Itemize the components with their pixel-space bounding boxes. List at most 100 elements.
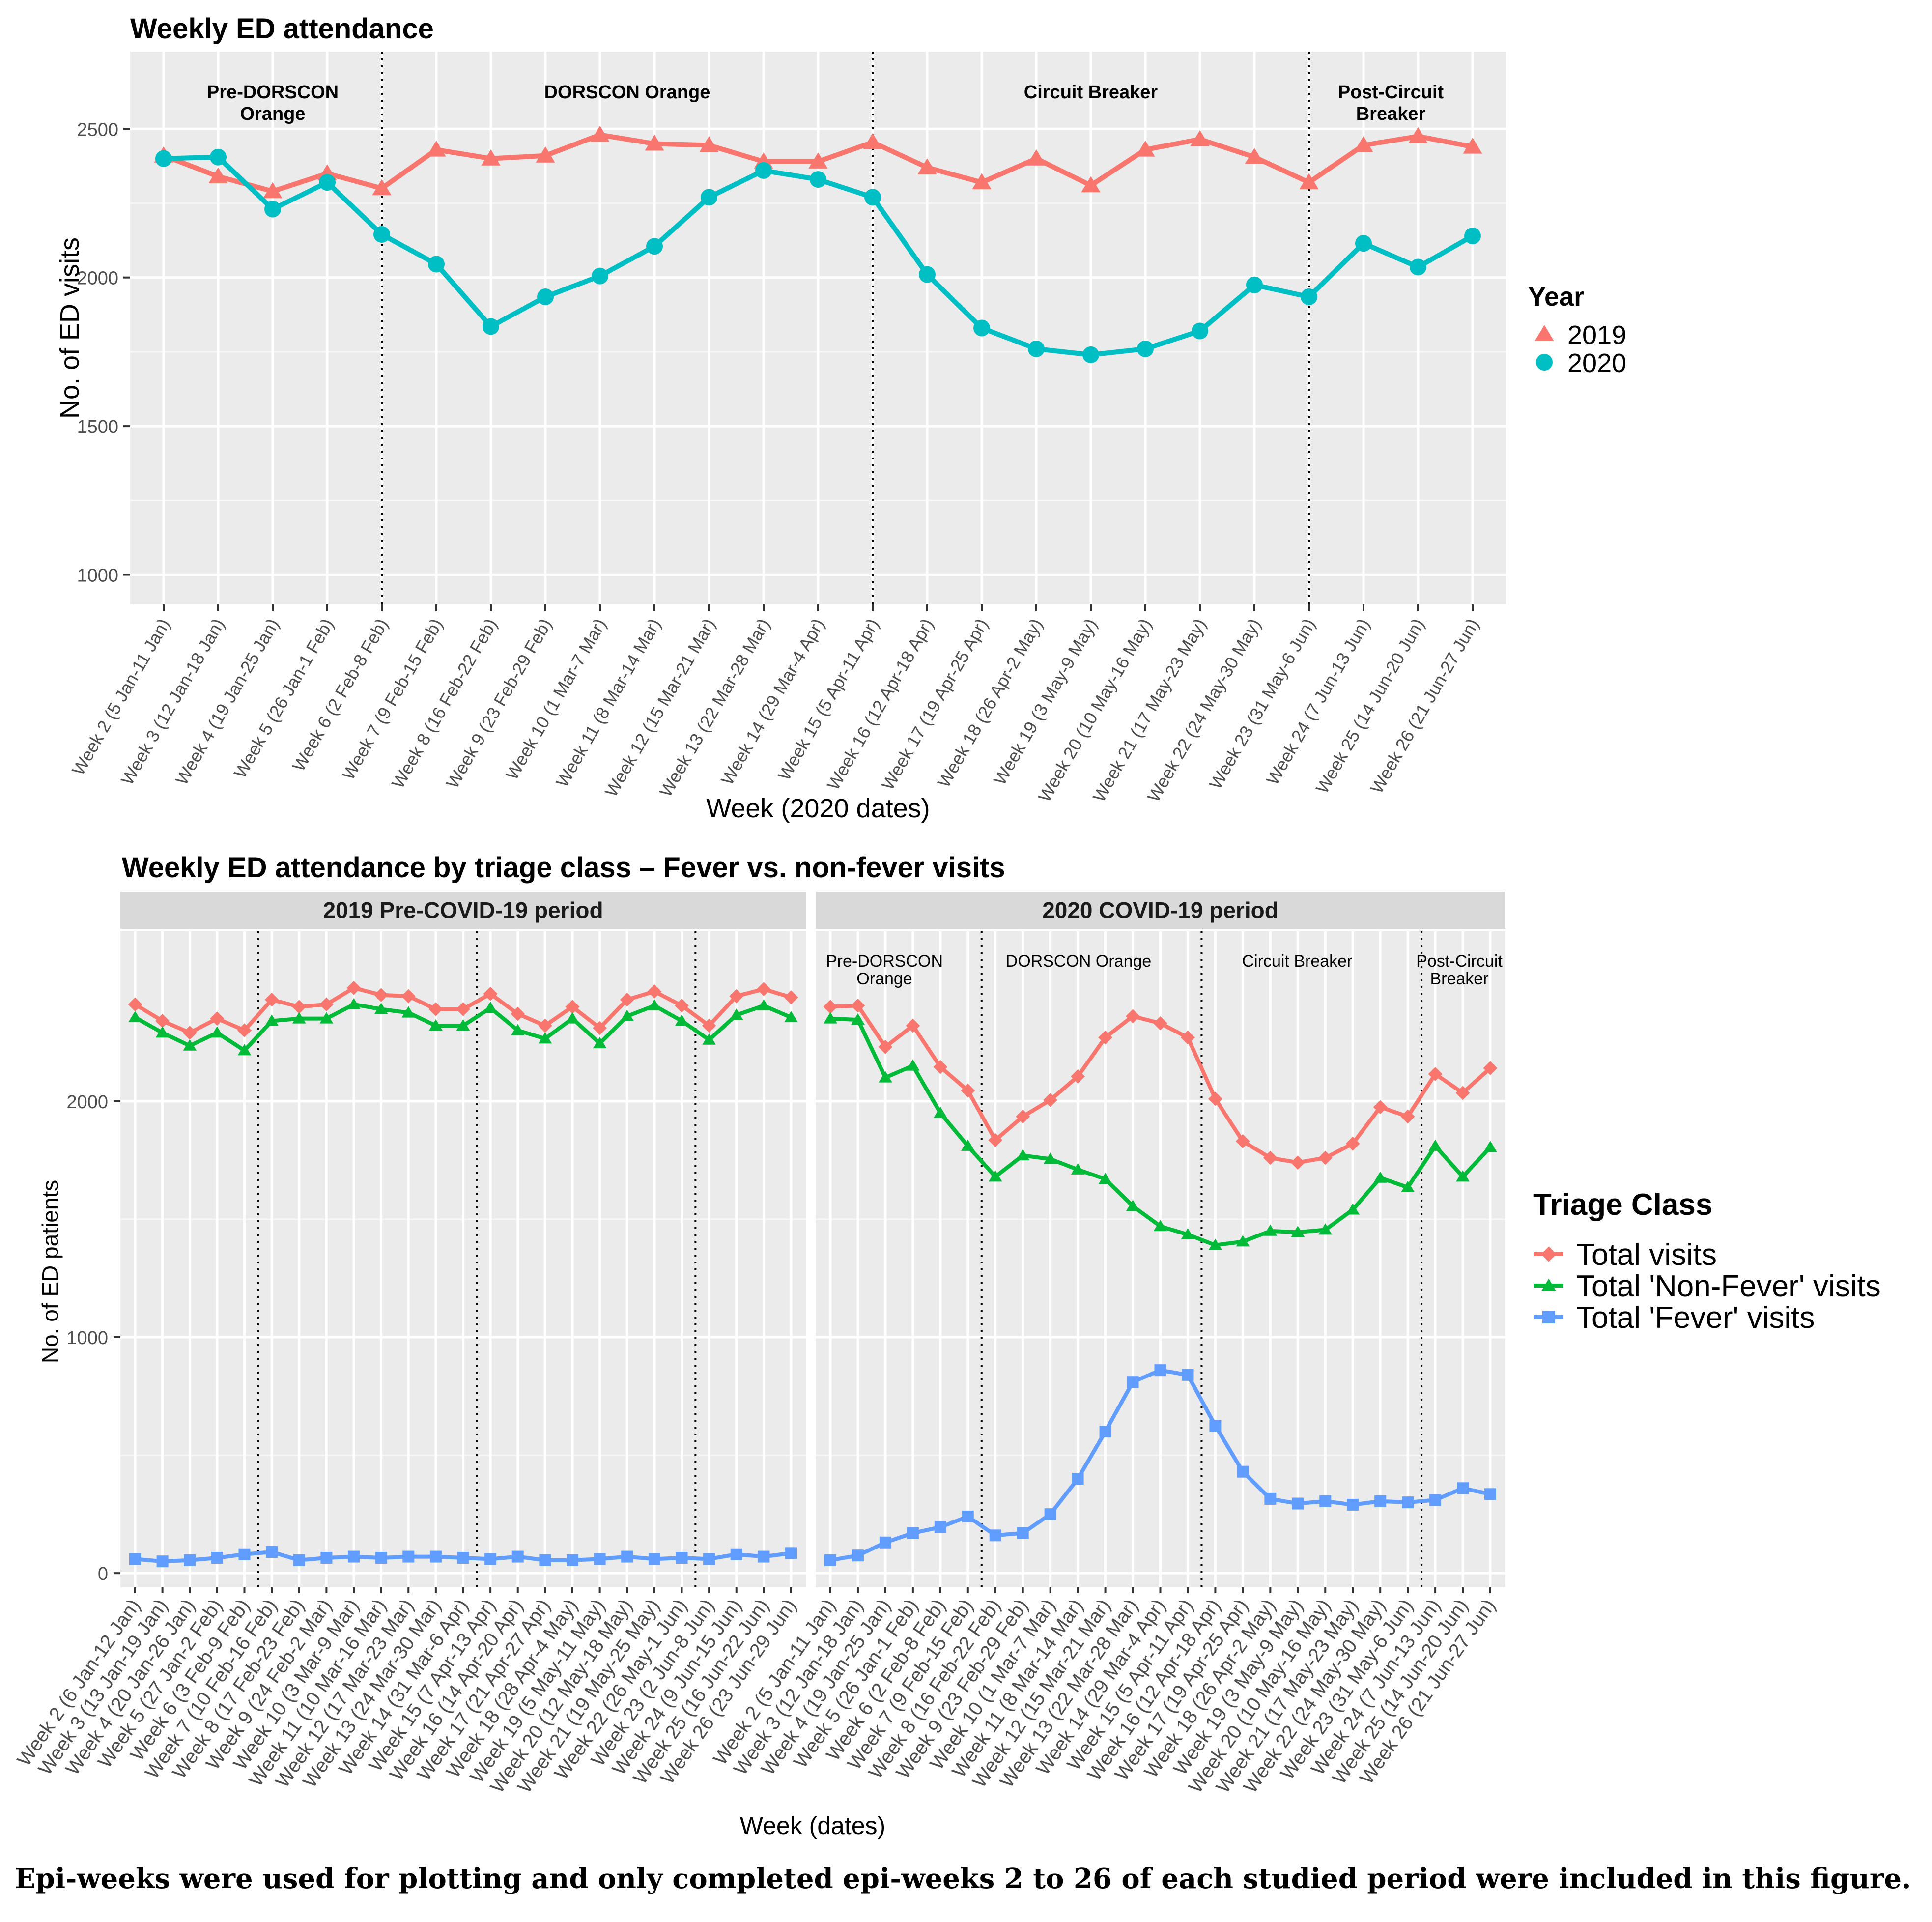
facet-strip-label: 2020 COVID-19 period (1042, 897, 1279, 923)
data-point-Total 'Non-Fever' visits (210, 1026, 224, 1038)
data-point-Total 'Fever' visits (962, 1510, 974, 1522)
chart2-title: Weekly ED attendance by triage class – F… (122, 852, 1005, 884)
data-point-Total 'Non-Fever' visits (1153, 1220, 1167, 1232)
period-label: Circuit Breaker (1242, 952, 1353, 971)
data-point-Total visits (456, 1002, 470, 1016)
data-point-Total visits (1263, 1150, 1278, 1165)
x-tick-label: Week 23 (31 May-6 Jun) (1205, 615, 1319, 793)
data-point-Total 'Non-Fever' visits (1126, 1200, 1140, 1211)
data-point-Total visits (906, 1018, 920, 1033)
data-point-Total 'Fever' visits (758, 1550, 770, 1563)
data-point-2020 (1137, 340, 1154, 357)
data-point-Total 'Non-Fever' visits (483, 1001, 497, 1013)
period-label: Breaker (1356, 104, 1426, 124)
data-point-Total 'Non-Fever' visits (784, 1011, 798, 1023)
data-point-2020 (319, 174, 336, 191)
legend-label: 2019 (1567, 320, 1626, 350)
data-point-2019 (536, 146, 555, 163)
data-point-Total 'Non-Fever' visits (1071, 1163, 1085, 1175)
data-point-Total 'Fever' visits (1017, 1527, 1029, 1539)
y-tick-label: 2500 (77, 119, 118, 140)
data-point-2019 (263, 182, 283, 199)
data-point-2020 (1192, 322, 1208, 340)
data-point-Total visits (620, 992, 634, 1007)
x-tick-label: Week 14 (29 Mar-4 Apr) (717, 615, 828, 789)
x-tick-label: Week 10 (1 Mar-7 Mar) (502, 615, 610, 783)
data-point-Total visits (1483, 1061, 1498, 1075)
data-point-Total 'Fever' visits (1402, 1496, 1414, 1509)
data-point-Total 'Fever' visits (320, 1551, 333, 1564)
period-label: DORSCON Orange (1006, 952, 1152, 971)
x-tick-label: Week 18 (26 Apr-2 May) (934, 615, 1047, 791)
data-point-Total 'Non-Fever' visits (511, 1024, 525, 1035)
data-point-Total 'Non-Fever' visits (265, 1014, 279, 1026)
data-point-Total 'Fever' visits (1319, 1495, 1332, 1507)
data-point-Total 'Non-Fever' visits (1098, 1173, 1112, 1184)
x-tick-label: Week 8 (16 Feb-22 Feb) (388, 615, 501, 792)
data-point-Total 'Fever' visits (156, 1555, 169, 1568)
legend-marker-Total visits (1541, 1246, 1557, 1262)
data-point-Total 'Fever' visits (676, 1551, 688, 1564)
data-point-Total 'Non-Fever' visits (292, 1012, 306, 1024)
data-point-Total 'Fever' visits (457, 1551, 469, 1564)
data-point-Total 'Fever' visits (934, 1521, 946, 1533)
data-point-Total 'Non-Fever' visits (183, 1039, 197, 1051)
y-tick-label: 2000 (66, 1092, 108, 1113)
legend-marker-2020 (1536, 354, 1553, 371)
x-tick-label: Week 17 (19 Apr-25 Apr) (878, 615, 992, 794)
facet-strip-label: 2019 Pre-COVID-19 period (323, 897, 603, 923)
data-point-Total 'Non-Fever' visits (566, 1012, 579, 1024)
period-label: Orange (856, 970, 912, 988)
data-point-Total 'Fever' visits (824, 1554, 836, 1566)
data-point-Total 'Non-Fever' visits (374, 1003, 388, 1014)
data-point-2020 (592, 267, 608, 285)
data-point-Total 'Fever' visits (1072, 1473, 1084, 1485)
data-point-2020 (264, 201, 281, 218)
x-tick-label: Week 4 (19 Jan-25 Jan) (171, 615, 283, 789)
data-point-Total visits (155, 1014, 170, 1028)
data-point-Total 'Fever' visits (648, 1553, 660, 1565)
data-point-Total 'Fever' visits (184, 1554, 196, 1566)
data-point-Total 'Non-Fever' visits (1208, 1238, 1222, 1250)
data-point-Total 'Fever' visits (1429, 1494, 1442, 1506)
data-point-Total 'Non-Fever' visits (538, 1032, 552, 1044)
data-point-Total 'Fever' visits (703, 1553, 715, 1565)
data-point-Total 'Non-Fever' visits (1236, 1235, 1250, 1247)
x-tick-label: Week 26 (21 Jun-27 Jun) (1366, 615, 1483, 797)
chart2-panel-0 (120, 931, 806, 1587)
x-axis-label: Week (dates) (740, 1812, 885, 1839)
data-point-Total 'Non-Fever' visits (961, 1139, 975, 1151)
data-point-Total 'Non-Fever' visits (1016, 1149, 1030, 1161)
y-tick-label: 1500 (77, 417, 118, 437)
data-point-Total visits (1290, 1155, 1305, 1170)
data-point-2019 (208, 167, 228, 184)
data-point-Total visits (1345, 1136, 1360, 1151)
data-point-Total 'Non-Fever' visits (1263, 1224, 1278, 1236)
data-point-2019 (372, 179, 392, 196)
data-point-2019 (699, 136, 719, 152)
data-point-2020 (755, 162, 772, 179)
period-label: Breaker (1430, 970, 1488, 988)
data-point-2020 (973, 319, 990, 337)
x-tick-label: Week 2 (5 Jan-11 Jan) (68, 615, 174, 779)
data-point-2019 (972, 173, 992, 190)
data-point-Total visits (1043, 1092, 1058, 1107)
data-point-2019 (645, 134, 664, 151)
data-point-Total visits (961, 1083, 975, 1098)
data-point-Total 'Non-Fever' visits (1346, 1203, 1360, 1215)
data-point-Total 'Non-Fever' visits (757, 999, 771, 1011)
data-point-2019 (1463, 137, 1482, 154)
data-point-Total visits (182, 1026, 197, 1040)
data-point-Total visits (851, 998, 865, 1013)
y-tick-label: 2000 (77, 268, 118, 289)
data-point-Total 'Non-Fever' visits (906, 1059, 920, 1071)
data-point-Total 'Fever' visits (1044, 1508, 1056, 1520)
data-point-Total 'Non-Fever' visits (1428, 1139, 1442, 1151)
data-point-Total 'Fever' visits (1264, 1492, 1277, 1505)
facet-strip (816, 892, 1505, 929)
data-point-Total 'Non-Fever' visits (729, 1008, 743, 1020)
data-point-Total visits (1373, 1100, 1388, 1115)
data-point-Total 'Fever' visits (293, 1554, 305, 1566)
data-point-Total 'Non-Fever' visits (128, 1011, 142, 1023)
data-point-Total visits (292, 1000, 307, 1014)
